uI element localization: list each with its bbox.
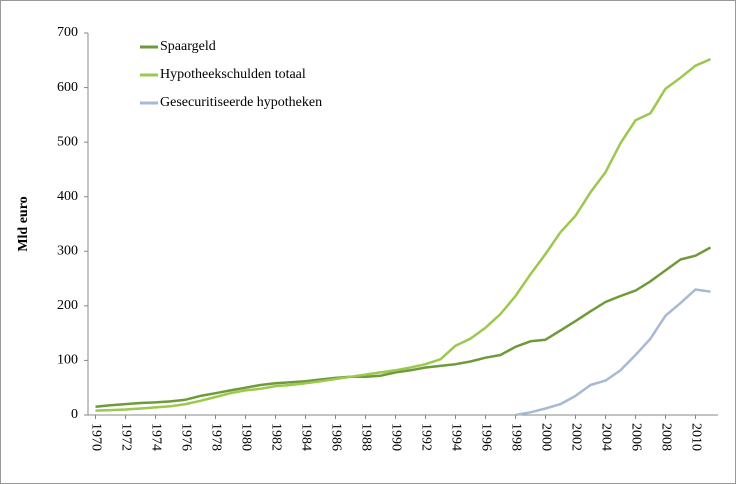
x-tick-label: 2008	[658, 423, 673, 451]
y-tick-label: 700	[57, 25, 78, 40]
x-tick-label: 1990	[388, 423, 403, 451]
x-tick-label: 1996	[478, 423, 493, 451]
legend-label: Spaargeld	[160, 39, 216, 54]
x-tick-label: 2000	[538, 423, 553, 451]
x-tick-label: 1978	[208, 423, 223, 451]
y-tick-label: 0	[71, 407, 78, 422]
x-tick-label: 1976	[178, 423, 193, 451]
x-tick-label: 1982	[268, 423, 283, 451]
x-tick-label: 1972	[118, 423, 133, 451]
y-axis-label: Mld euro	[16, 196, 31, 251]
x-tick-label: 1986	[328, 423, 343, 451]
series-line	[95, 58, 711, 412]
series-line	[515, 288, 711, 417]
x-tick-label: 1998	[508, 423, 523, 451]
x-tick-label: 1992	[418, 423, 433, 451]
x-tick-label: 1980	[238, 423, 253, 451]
y-tick-label: 400	[57, 189, 78, 204]
x-tick-label: 1970	[88, 423, 103, 451]
x-tick-label: 2002	[568, 423, 583, 451]
y-tick-label: 500	[57, 134, 78, 149]
series-line	[95, 246, 712, 409]
y-tick-label: 100	[57, 353, 78, 368]
x-tick-label: 1994	[448, 423, 463, 451]
x-tick-label: 1984	[298, 423, 313, 451]
x-tick-label: 1974	[148, 423, 163, 451]
x-tick-label: 2010	[688, 423, 703, 451]
legend-label: Gesecuritiseerde hypotheken	[160, 95, 322, 110]
x-tick-label: 1988	[358, 423, 373, 451]
x-tick-label: 2004	[598, 423, 613, 451]
x-tick-label: 2006	[628, 423, 643, 451]
y-tick-label: 300	[57, 244, 78, 259]
legend-label: Hypotheekschulden totaal	[160, 67, 306, 82]
y-tick-label: 200	[57, 298, 78, 313]
y-tick-label: 600	[57, 80, 78, 95]
